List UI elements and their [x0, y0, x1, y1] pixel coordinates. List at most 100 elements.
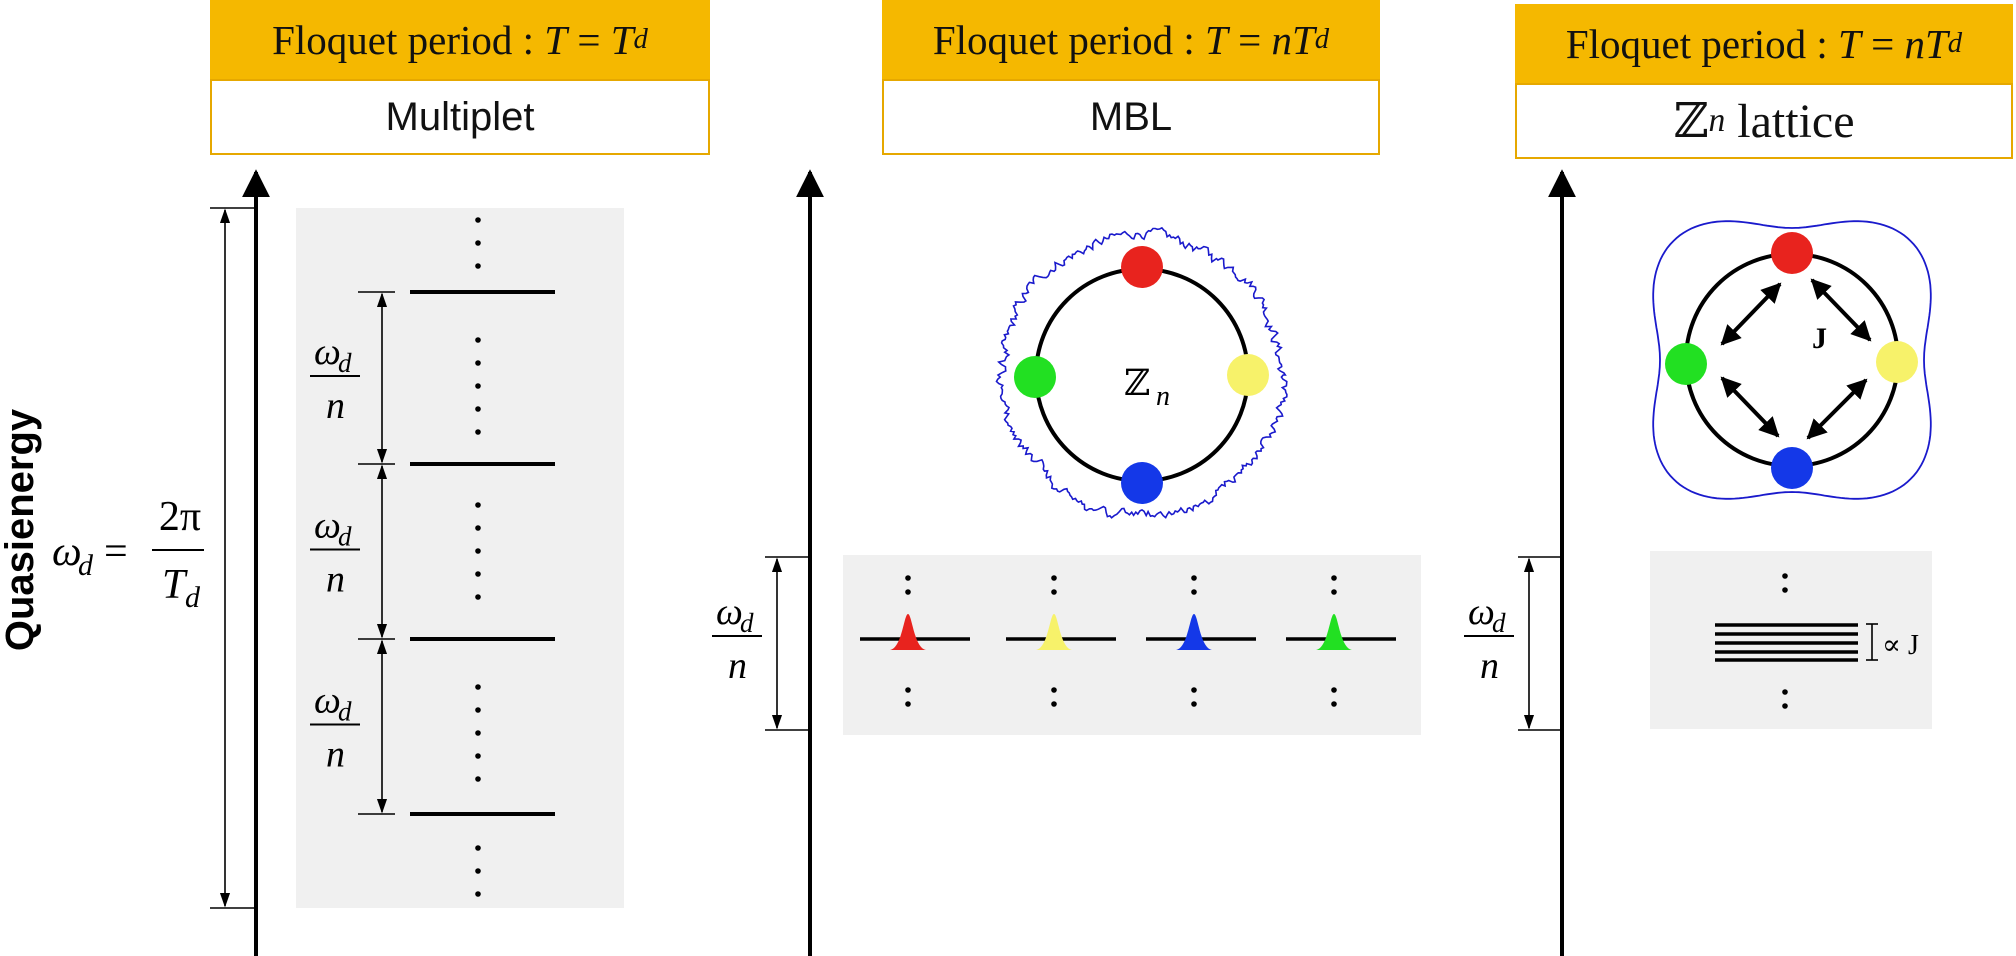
gap-frac-n: n: [326, 734, 345, 776]
vdots: [475, 217, 481, 223]
panel-1-background: [296, 208, 624, 908]
panel-3-omega-over-n: ωdn: [1464, 591, 1514, 687]
gap-frac-omega: ω: [314, 505, 341, 547]
vdots: [475, 571, 481, 577]
vdots: [1331, 701, 1337, 707]
panel-3-site-red: [1771, 232, 1813, 274]
panel-3-site-yellow: [1876, 341, 1918, 383]
vdots: [475, 707, 481, 713]
p2-frac-omega-sub: d: [740, 608, 754, 638]
formula-omega-sub: d: [78, 549, 94, 582]
panel-3-ring: [1684, 252, 1900, 468]
vdots: [475, 730, 481, 736]
vdots: [905, 589, 911, 595]
formula-equals: =: [104, 529, 128, 575]
panel-2-subtitle: MBL: [882, 79, 1380, 155]
vdots: [1051, 575, 1057, 581]
panel-2-T: T: [1205, 16, 1228, 63]
p2-frac-omega: ω: [716, 591, 743, 633]
panel-2-Td-sub: d: [1314, 23, 1330, 55]
p2-frac-n: n: [728, 645, 747, 687]
formula-2pi: 2π: [159, 494, 201, 540]
panel-1-subtitle: Multiplet: [210, 79, 710, 155]
vdots: [1191, 701, 1197, 707]
gap-frac-omega-sub: d: [338, 697, 352, 727]
panel-2-omega-over-n: ωdn: [712, 591, 762, 687]
y-axis-label: Quasienergy: [0, 408, 42, 651]
vdots: [475, 845, 481, 851]
formula-omega: ω: [52, 529, 82, 575]
mbl-peak: [1036, 614, 1072, 650]
panel-3-J-label: J: [1812, 322, 1827, 355]
vdots: [1191, 687, 1197, 693]
vdots: [905, 575, 911, 581]
vdots: [475, 891, 481, 897]
panel-3-T: T: [1838, 20, 1861, 67]
panel-3-levels: ∝ J: [1715, 573, 1919, 709]
vdots: [1191, 589, 1197, 595]
vdots: [475, 360, 481, 366]
mbl-peak: [1176, 614, 1212, 650]
vdots: [475, 548, 481, 554]
formula-T-sub: d: [185, 581, 201, 614]
panel-1-eq: =: [567, 16, 611, 63]
panel-2-eq: =: [1227, 16, 1272, 63]
vdots: [475, 684, 481, 690]
hop-arrow-top-right: [1810, 278, 1872, 342]
vdots: [475, 383, 481, 389]
mbl-peak: [1316, 614, 1352, 650]
panel-3-floquet-label: Floquet period :: [1565, 20, 1839, 67]
panel-3-eq: =: [1860, 20, 1905, 67]
vdots: [1331, 575, 1337, 581]
panel-3-Td: T: [1924, 20, 1948, 67]
vdots: [475, 337, 481, 343]
vdots: [475, 502, 481, 508]
vdots: [1782, 689, 1788, 695]
panel-1-Td: T: [610, 16, 634, 63]
panel-3-n: n: [1904, 20, 1925, 67]
vdots: [1782, 703, 1788, 709]
p3-frac-omega: ω: [1468, 591, 1495, 633]
vdots: [1051, 701, 1057, 707]
formula-T: T: [162, 562, 188, 608]
panel-3-Z-sub: n: [1708, 102, 1726, 139]
panel-3-envelope: [1652, 220, 1932, 500]
panel-3-Z: ℤ: [1673, 95, 1709, 148]
panel-2-Td: T: [1291, 16, 1315, 63]
vdots: [475, 406, 481, 412]
hop-arrow-top-left: [1720, 282, 1782, 346]
panel-2-Zn-sub: n: [1156, 381, 1170, 412]
gap-frac-n: n: [326, 385, 345, 427]
vdots: [1782, 573, 1788, 579]
panel-1-T: T: [544, 16, 568, 63]
panel-2-floquet-label: Floquet period :: [932, 16, 1206, 63]
propto-J: ∝ J: [1882, 630, 1919, 661]
panel-1-Td-sub: d: [633, 23, 648, 55]
vdots: [1051, 687, 1057, 693]
vdots: [1051, 589, 1057, 595]
vdots: [475, 594, 481, 600]
panel-2-site-red: [1121, 246, 1163, 288]
mbl-peak: [890, 614, 926, 650]
vdots: [1782, 587, 1788, 593]
panel-2-site-yellow: [1227, 354, 1269, 396]
panel-1-floquet-label: Floquet period :: [272, 16, 545, 63]
vdots: [475, 429, 481, 435]
panel-2-noise-ring: [995, 226, 1288, 519]
panel-1-omega-formula: ω d = 2π T d: [52, 494, 204, 614]
panel-2-levels: [860, 575, 1396, 707]
vdots: [905, 701, 911, 707]
vdots: [905, 687, 911, 693]
hop-arrow-bottom-left: [1720, 376, 1780, 438]
panel-2-Zn: ℤ: [1124, 363, 1150, 404]
panel-3-site-green: [1665, 343, 1707, 385]
vdots: [475, 776, 481, 782]
panel-3-lattice: lattice: [1725, 94, 1855, 148]
vdots: [475, 525, 481, 531]
p3-frac-n: n: [1480, 645, 1499, 687]
